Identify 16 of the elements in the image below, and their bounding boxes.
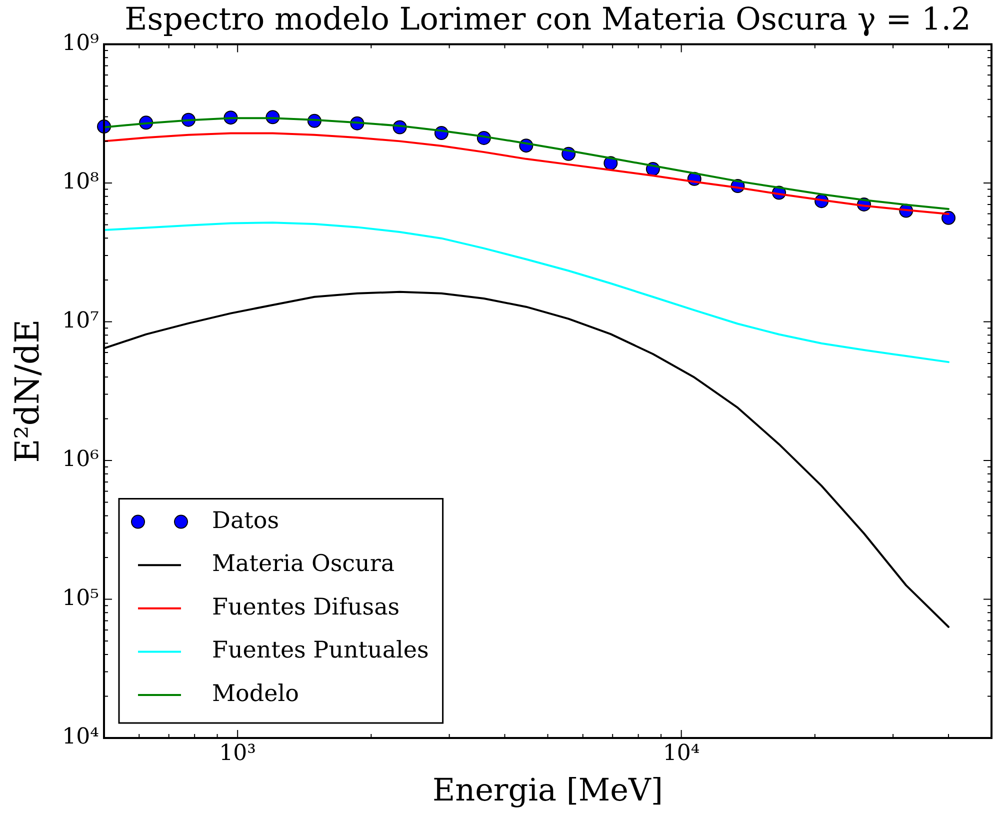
x-axis-title: Energia [MeV] [432, 772, 664, 808]
y-tick-label: 10⁶ [62, 447, 100, 472]
point [941, 210, 956, 225]
y-axis-title: E²dN/dE [7, 319, 46, 463]
legend-label: Datos [212, 508, 280, 534]
y-tick-label: 10⁵ [62, 586, 99, 611]
y-tick-label: 10⁹ [62, 30, 100, 56]
chart-title: Espectro modelo Lorimer con Materia Oscura γ = 1.2 [124, 2, 971, 38]
legend-label: Modelo [212, 680, 299, 707]
y-tick-label: 10⁴ [62, 724, 100, 750]
legend-label: Fuentes Puntuales [212, 638, 429, 664]
x-tick-label: 10³ [219, 740, 256, 766]
y-tick-label: 10⁸ [62, 170, 100, 195]
legend-label: Fuentes Difusas [212, 594, 400, 620]
y-tick-label: 10⁷ [62, 308, 100, 334]
legend-label: Materia Oscura [212, 551, 395, 578]
